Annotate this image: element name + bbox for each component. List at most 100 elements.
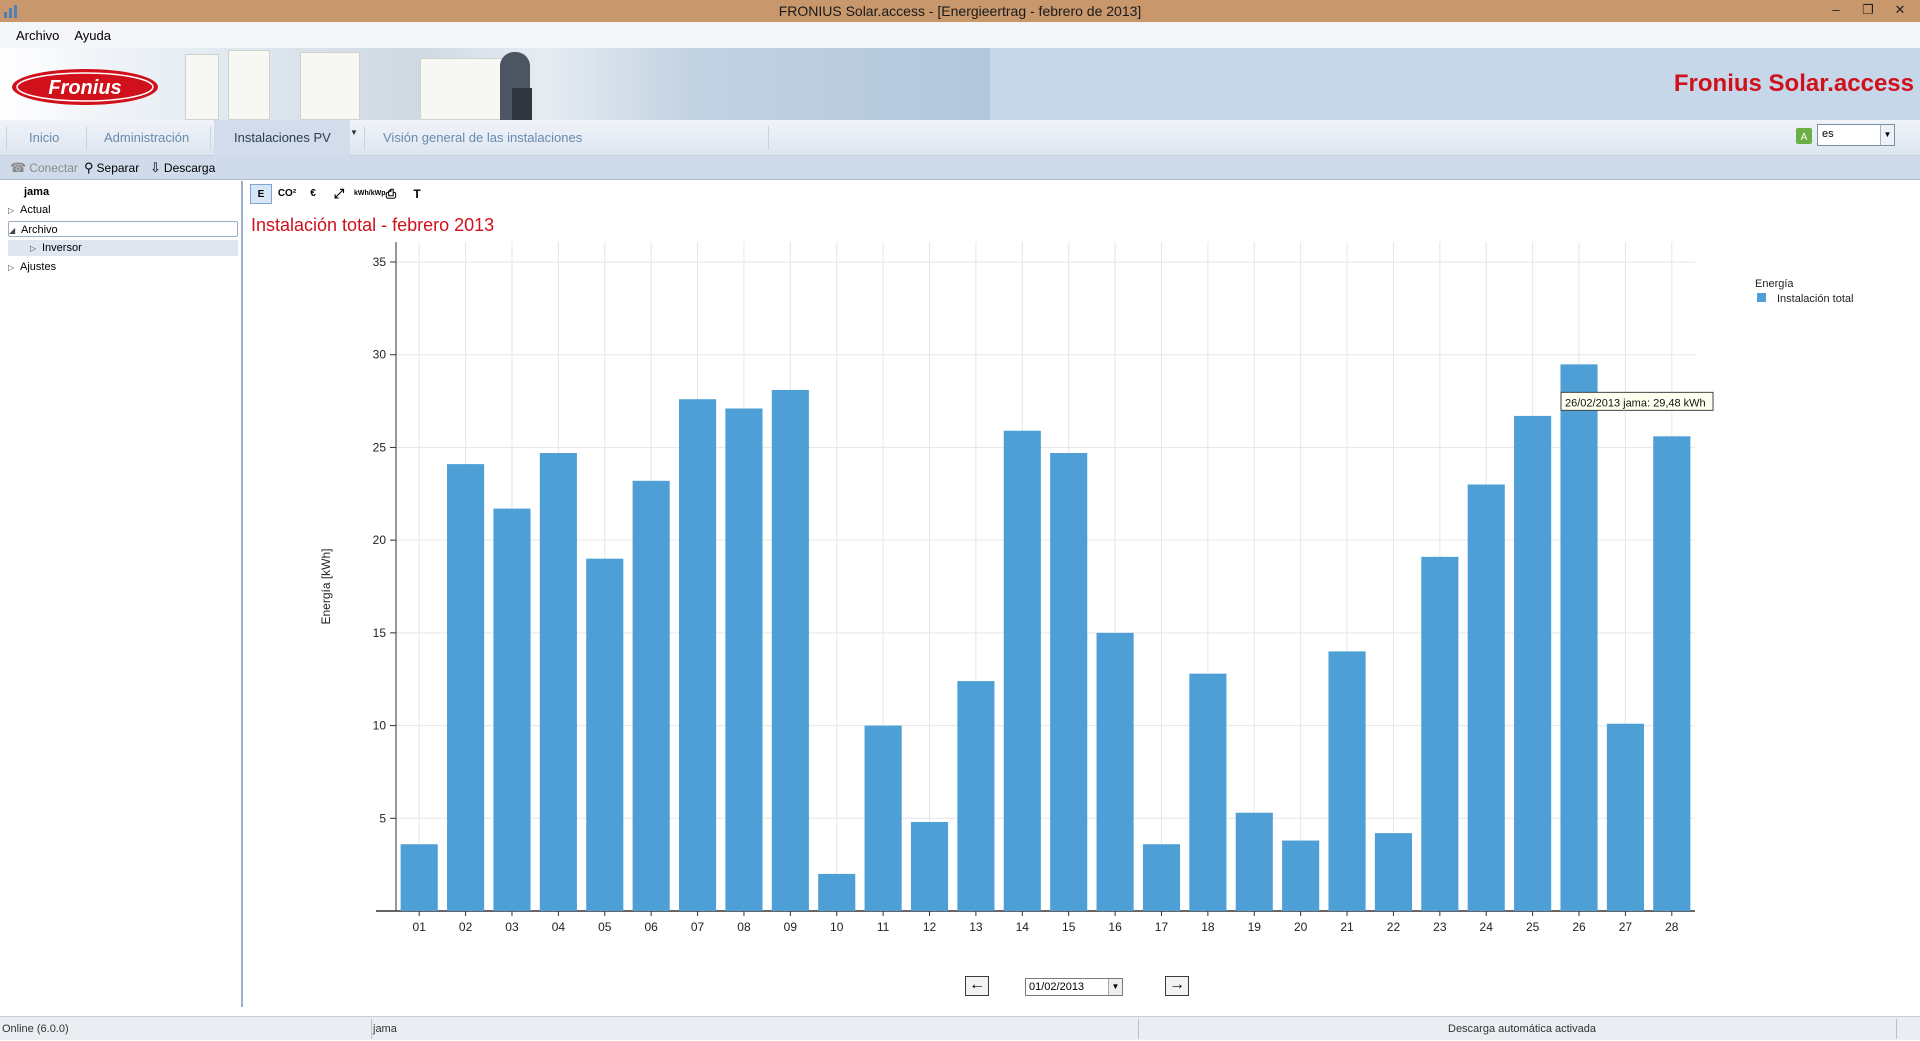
menu-archivo[interactable]: Archivo <box>16 27 60 43</box>
expand-arrow-icon[interactable]: ▷ <box>30 244 37 253</box>
tab-dropdown-arrow-icon[interactable]: ▼ <box>350 128 358 137</box>
energy-view-button[interactable]: E <box>250 184 272 204</box>
legend-swatch <box>1757 293 1766 302</box>
tab-inicio[interactable]: Inicio <box>29 130 60 145</box>
x-tick-label: 05 <box>598 920 612 934</box>
bar-11 <box>864 725 902 911</box>
x-tick-label: 21 <box>1340 920 1354 934</box>
legend-label: Instalación total <box>1777 293 1853 305</box>
fullscreen-icon[interactable]: ⤢ <box>333 186 345 201</box>
expand-arrow-icon[interactable]: ▷ <box>8 263 15 272</box>
connect-button[interactable]: ☎ Conectar <box>10 159 78 177</box>
x-tick-label: 11 <box>877 920 890 934</box>
minimize-button[interactable]: – <box>1832 2 1840 17</box>
bar-14 <box>1003 430 1041 911</box>
x-tick-label: 10 <box>830 920 844 934</box>
collapse-arrow-icon[interactable]: ◢ <box>9 226 16 235</box>
tab-instalaciones-pv[interactable]: Instalaciones PV <box>214 120 350 156</box>
y-tick-label: 10 <box>373 719 387 733</box>
disconnect-button[interactable]: ⚲ Separar <box>84 159 139 177</box>
x-tick-label: 28 <box>1665 920 1679 934</box>
x-tick-label: 08 <box>737 920 751 934</box>
download-icon: ⇩ <box>150 160 161 175</box>
restore-button[interactable]: ❐ <box>1862 2 1874 17</box>
text-view-button[interactable]: T <box>413 187 421 201</box>
svg-text:A: A <box>1801 132 1808 143</box>
bar-17 <box>1142 844 1181 911</box>
bar-23 <box>1421 556 1459 911</box>
x-tick-label: 13 <box>969 920 983 934</box>
menu-bar: Archivo Ayuda <box>0 22 1920 48</box>
bar-21 <box>1328 651 1366 911</box>
chevron-down-icon[interactable]: ▼ <box>1108 979 1122 995</box>
navigation-bar: Inicio Administración Instalaciones PV ▼… <box>0 120 1920 156</box>
expand-arrow-icon[interactable]: ▷ <box>8 206 15 215</box>
x-tick-label: 06 <box>644 920 658 934</box>
language-icon: A <box>1796 128 1812 144</box>
date-picker[interactable]: 01/02/2013 ▼ <box>1025 978 1123 996</box>
bar-06 <box>632 480 670 911</box>
svg-text:Fronius: Fronius <box>48 77 121 99</box>
x-tick-label: 04 <box>552 920 566 934</box>
connection-toolbar: ☎ Conectar ⚲ Separar ⇩ Descarga <box>0 156 1920 180</box>
x-tick-label: 07 <box>691 920 705 934</box>
chart-panel: E CO² € ⤢ kWh/kWp ⎙ T Instalación total … <box>245 181 1920 1007</box>
x-tick-label: 25 <box>1526 920 1540 934</box>
tree-item-ajustes[interactable]: ▷ Ajustes <box>8 259 56 275</box>
bar-18 <box>1189 673 1227 911</box>
tree-root[interactable]: jama <box>24 186 50 198</box>
x-tick-label: 27 <box>1619 920 1633 934</box>
bar-26 <box>1560 364 1598 911</box>
x-tick-label: 23 <box>1433 920 1447 934</box>
bar-09 <box>771 389 809 912</box>
download-label: Descarga <box>163 161 216 175</box>
bar-27 <box>1606 723 1644 911</box>
specific-yield-button[interactable]: kWh/kWp <box>354 190 386 197</box>
bar-20 <box>1282 840 1320 911</box>
bar-10 <box>818 873 856 911</box>
x-tick-label: 09 <box>784 920 798 934</box>
close-button[interactable]: ✕ <box>1894 2 1906 17</box>
bar-24 <box>1467 484 1505 911</box>
currency-view-button[interactable]: € <box>310 188 316 199</box>
x-tick-label: 18 <box>1201 920 1215 934</box>
language-value: es <box>1822 128 1834 140</box>
y-tick-label: 35 <box>373 255 387 269</box>
tree-label: Archivo <box>21 224 58 236</box>
menu-ayuda[interactable]: Ayuda <box>74 27 111 43</box>
bar-28 <box>1653 436 1691 911</box>
download-button[interactable]: ⇩ Descarga <box>150 159 215 177</box>
header-banner: Fronius Fronius Solar.access <box>0 48 1920 120</box>
bar-07 <box>678 399 717 911</box>
product-title: Fronius Solar.access <box>1673 70 1914 97</box>
x-tick-label: 03 <box>505 920 519 934</box>
x-tick-label: 14 <box>1016 920 1030 934</box>
co2-view-button[interactable]: CO² <box>277 188 297 199</box>
tree-item-archivo[interactable]: ◢ Archivo <box>8 221 238 237</box>
y-tick-label: 5 <box>379 811 386 825</box>
tab-vision-general[interactable]: Visión general de las instalaciones <box>383 130 583 145</box>
print-icon[interactable]: ⎙ <box>385 186 397 201</box>
y-tick-label: 30 <box>373 348 387 362</box>
plant-status: jama <box>373 1023 397 1035</box>
x-tick-label: 24 <box>1480 920 1494 934</box>
next-month-button[interactable]: → <box>1165 976 1189 996</box>
tooltip-text: 26/02/2013 jama: 29,48 kWh <box>1565 397 1706 409</box>
y-tick-label: 25 <box>373 440 387 454</box>
bar-02 <box>447 464 485 911</box>
tree-label: Inversor <box>42 242 82 254</box>
y-axis-label: Energía [kWh] <box>319 548 333 624</box>
x-tick-label: 26 <box>1572 920 1586 934</box>
tree-label: Actual <box>20 204 51 216</box>
legend-title: Energía <box>1755 278 1794 290</box>
previous-month-button[interactable]: ← <box>965 976 989 996</box>
language-dropdown[interactable]: es ▼ <box>1817 124 1895 146</box>
chevron-down-icon[interactable]: ▼ <box>1880 125 1894 145</box>
tree-item-inversor[interactable]: ▷ Inversor <box>8 240 238 256</box>
tab-administracion[interactable]: Administración <box>104 130 190 145</box>
unplug-icon: ⚲ <box>84 160 94 175</box>
x-tick-label: 15 <box>1062 920 1076 934</box>
tree-item-actual[interactable]: ▷ Actual <box>8 202 51 218</box>
x-tick-label: 22 <box>1387 920 1401 934</box>
x-tick-label: 02 <box>459 920 473 934</box>
